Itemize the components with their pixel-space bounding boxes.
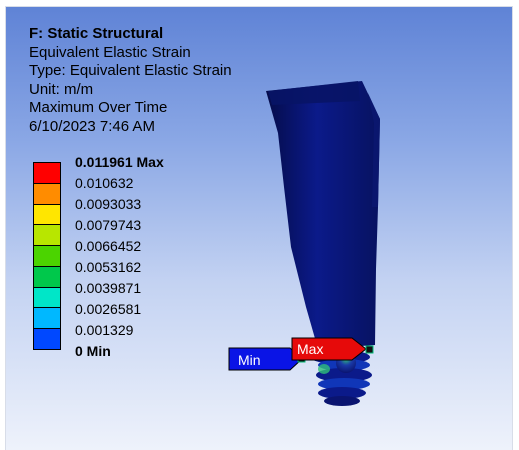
min-probe[interactable]: Min [228,347,306,371]
result-unit: Unit: m/m [29,80,94,98]
legend-swatch-6 [34,266,60,288]
legend-min-value: 0 Min [75,343,111,359]
legend-value-6: 0.0039871 [75,280,142,296]
color-legend: 0.011961 Max 0.010632 0.0093033 0.007974… [33,154,253,377]
legend-swatch-3 [34,204,60,226]
result-header: F: Static Structural Equivalent Elastic … [29,25,232,136]
legend-swatch-7 [34,287,60,309]
implant-shaft [266,81,380,349]
model-view[interactable]: Min Max [6,7,512,450]
legend-value-3: 0.0079743 [75,217,142,233]
max-probe-label: Max [297,341,323,357]
legend-value-4: 0.0066452 [75,238,142,254]
max-probe[interactable]: Max [291,337,374,361]
legend-swatch-2 [34,183,60,205]
result-time-mode: Maximum Over Time [29,99,168,116]
result-timestamp: 6/10/2023 7:46 AM [29,117,155,135]
graphics-viewport[interactable]: F: Static Structural Equivalent Elastic … [5,6,513,450]
legend-swatch-8 [34,308,60,330]
legend-swatch-1 [34,163,60,184]
legend-value-7: 0.0026581 [75,301,142,317]
result-title: F: Static Structural [29,25,164,42]
min-probe-label: Min [238,352,261,368]
legend-swatch-4 [34,225,60,247]
legend-color-bar [33,162,61,350]
min-probe-marker [228,347,303,371]
legend-value-8: 0.001329 [75,322,134,338]
legend-swatch-5 [34,246,60,267]
legend-value-1: 0.010632 [75,175,134,191]
max-probe-marker [291,337,367,361]
result-name: Equivalent Elastic Strain [29,43,191,61]
result-type: Type: Equivalent Elastic Strain [29,62,232,79]
legend-max-value: 0.011961 Max [75,154,164,170]
max-probe-anchor [365,345,374,354]
legend-value-2: 0.0093033 [75,196,142,212]
legend-swatch-9 [34,329,60,350]
legend-value-5: 0.0053162 [75,259,142,275]
